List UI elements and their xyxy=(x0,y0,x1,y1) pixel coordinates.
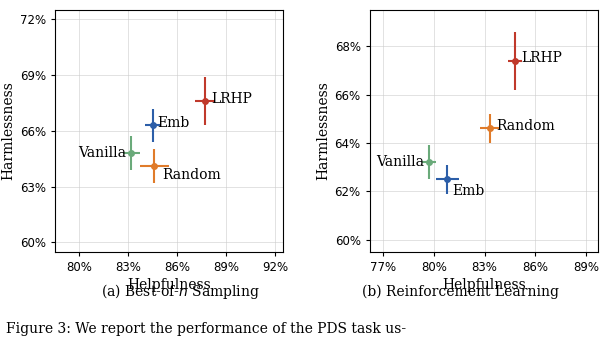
Text: Vanilla: Vanilla xyxy=(376,155,424,169)
Text: LRHP: LRHP xyxy=(522,51,562,66)
Text: (a) Best-of-$n$ Sampling: (a) Best-of-$n$ Sampling xyxy=(101,282,259,301)
Text: Vanilla: Vanilla xyxy=(79,146,127,160)
X-axis label: Helpfulness: Helpfulness xyxy=(127,278,211,292)
Text: Random: Random xyxy=(162,168,221,182)
Y-axis label: Harmlessness: Harmlessness xyxy=(2,82,16,180)
Y-axis label: Harmlessness: Harmlessness xyxy=(317,82,331,180)
X-axis label: Helpfulness: Helpfulness xyxy=(442,278,526,292)
Text: Emb: Emb xyxy=(453,184,485,198)
Text: LRHP: LRHP xyxy=(211,92,252,106)
Text: Random: Random xyxy=(497,119,555,133)
Text: (b) Reinforcement Learning: (b) Reinforcement Learning xyxy=(362,284,559,299)
Text: Figure 3: We report the performance of the PDS task us-: Figure 3: We report the performance of t… xyxy=(6,322,406,336)
Text: Emb: Emb xyxy=(157,117,190,131)
